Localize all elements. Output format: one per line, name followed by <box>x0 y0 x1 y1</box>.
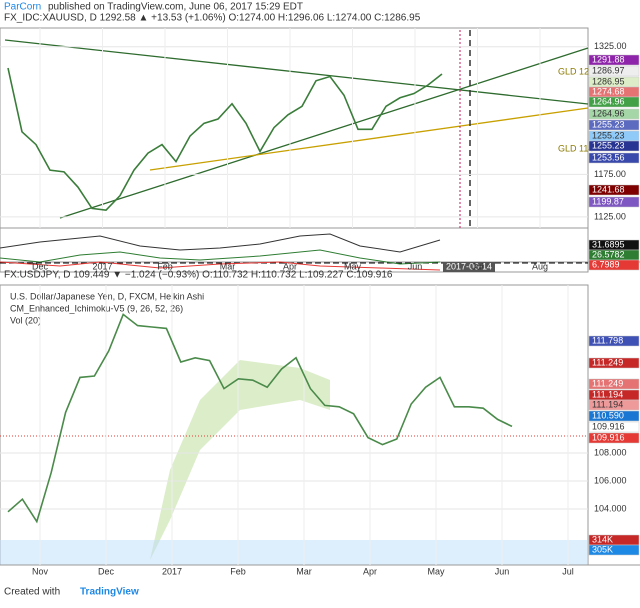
x-tick-label: Jul <box>472 261 484 271</box>
price-tag: 1255.23 <box>592 130 625 140</box>
x-tick-label: Apr <box>363 566 377 576</box>
y-tick-label: 104.000 <box>594 503 627 513</box>
trendline <box>149 107 589 171</box>
price-tag-bg <box>588 96 640 108</box>
price-tag: 1264.96 <box>592 108 625 118</box>
price-tag: 1286.97 <box>592 65 625 75</box>
price-tag: 6.7989 <box>592 259 620 269</box>
price-tag: 1264.96 <box>592 96 625 106</box>
price-tag: 314K <box>592 534 613 544</box>
x-tick-label: Jun <box>495 566 510 576</box>
volume-area <box>0 540 588 565</box>
author[interactable]: ParCorn <box>4 2 41 13</box>
x-tick-label: Feb <box>230 566 246 576</box>
price-tag: 110.590 <box>592 410 624 420</box>
price-tag-bg <box>588 54 640 66</box>
price-tag-bg <box>588 196 640 208</box>
price-tag: 111.194 <box>592 389 623 399</box>
footer-text: Created with <box>4 587 60 598</box>
price-tag-bg <box>588 335 640 347</box>
price-tag-bg <box>588 65 640 77</box>
legend-line: Vol (20) <box>10 315 41 325</box>
price-tag: 111.249 <box>592 378 623 388</box>
top-panel-frame <box>0 27 589 273</box>
x-tick-label: 2017 <box>162 566 182 576</box>
price-tag-bg <box>588 378 640 390</box>
price-tag: 1241.68 <box>592 184 625 194</box>
price-tag: 109.916 <box>592 421 625 431</box>
x-tick-label: 2017 <box>92 261 112 271</box>
legend-line: U.S. Dollar/Japanese Yen, D, FXCM, Heiki… <box>10 291 204 301</box>
price-tag-bg <box>588 410 640 422</box>
footer-brand[interactable]: TradingView <box>80 587 139 598</box>
price-tag: 1253.56 <box>592 152 625 162</box>
price-tag: 1199.87 <box>592 196 624 206</box>
price-line <box>7 313 513 524</box>
price-line <box>7 67 443 211</box>
y-tick-label: 106.000 <box>594 475 627 485</box>
x-tick-label: Mar <box>296 566 312 576</box>
price-tag: 111.249 <box>592 357 623 367</box>
symbol-title: FX_IDC:XAUUSD, D 1292.58 ▲ +13.53 (+1.06… <box>4 13 421 24</box>
x-tick-label: Apr <box>283 261 297 271</box>
price-tag: 1255.23 <box>592 119 625 129</box>
x-tick-label: Nov <box>32 566 49 576</box>
publish-info: published on TradingView.com, June 06, 2… <box>48 2 303 13</box>
price-tag-bg <box>588 357 640 369</box>
y-tick-label: 108.000 <box>594 447 627 457</box>
price-tag: 1255.23 <box>592 140 625 150</box>
symbol-title: FX:USDJPY, D 109.449 ▼ −1.024 (−0.93%) O… <box>4 270 393 281</box>
x-tick-label: May <box>344 261 362 271</box>
y-tick-label: 1325.00 <box>594 41 627 51</box>
price-tag-bg <box>588 399 640 411</box>
x-tick-label: Jun <box>408 261 423 271</box>
indicator-line <box>0 261 441 271</box>
price-tag: 1291.88 <box>592 54 625 64</box>
legend-line: CM_Enhanced_Ichimoku-V5 (9, 26, 52, 26) <box>10 303 183 313</box>
price-tag-bg <box>588 544 640 556</box>
price-tag-bg <box>588 140 640 152</box>
price-tag-bg <box>588 108 640 120</box>
price-tag-bg <box>588 421 640 433</box>
indicator-line <box>0 233 441 253</box>
price-tag: 109.916 <box>592 432 625 442</box>
price-tag: 31.6895 <box>592 239 625 249</box>
x-tick-label: Aug <box>532 261 548 271</box>
price-tag: 305K <box>592 544 613 554</box>
x-tick-label: Dec <box>98 566 115 576</box>
ichimoku-cloud <box>150 360 330 560</box>
price-tag: 1286.95 <box>592 76 625 86</box>
date-marker: 2017-06-14 <box>446 261 492 271</box>
x-tick-label: May <box>427 566 445 576</box>
x-tick-label: Jul <box>562 566 574 576</box>
indicator-line <box>0 249 441 265</box>
price-tag: 111.194 <box>592 399 623 409</box>
price-tag-bg <box>588 259 640 271</box>
volume-bars <box>0 540 588 565</box>
annotation: GLD 123 <box>558 66 594 76</box>
y-tick-label: 1125.00 <box>594 211 626 221</box>
price-tag-bg <box>588 184 640 196</box>
price-tag: 1274.68 <box>592 86 625 96</box>
date-marker-bg <box>443 262 495 272</box>
price-tag: 26.5782 <box>592 249 625 259</box>
price-tag: 111.798 <box>592 335 623 345</box>
price-tag-bg <box>588 152 640 164</box>
price-tag-bg <box>588 119 640 131</box>
x-tick-label: Mar <box>220 261 236 271</box>
trendline <box>59 47 589 219</box>
x-tick-label: Dec <box>32 261 49 271</box>
x-tick-label: Feb <box>157 261 173 271</box>
y-tick-label: 1175.00 <box>594 169 626 179</box>
price-tag-bg <box>588 432 640 444</box>
annotation: GLD 114 <box>558 143 593 153</box>
